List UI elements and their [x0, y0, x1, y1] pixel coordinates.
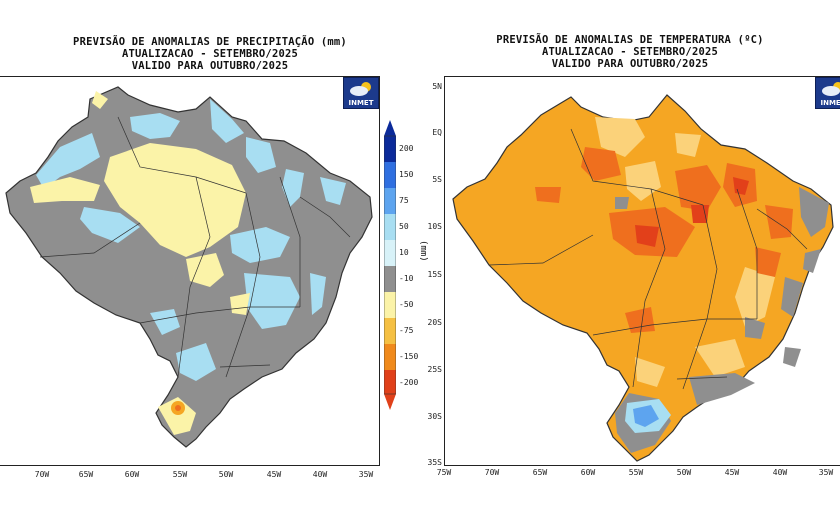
temp-map-frame: INMET: [444, 76, 840, 466]
y-tick: 5N: [432, 82, 442, 91]
x-tick: 35W: [818, 468, 834, 477]
colorbar-segment: [384, 162, 396, 188]
x-tick: 50W: [218, 470, 234, 479]
state-borders: [488, 128, 808, 390]
precip-title-line-3: VALIDO PARA OUTUBRO/2025: [131, 60, 289, 72]
inmet-logo-text: INMET: [820, 99, 840, 107]
x-tick: 40W: [312, 470, 328, 479]
colorbar-label: -150: [399, 352, 419, 361]
precipitation-panel: PREVISÃO DE ANOMALIAS DE PRECIPITAÇÃO (m…: [0, 36, 428, 479]
colorbar-segment: [384, 266, 396, 292]
temperature-panel: PREVISÃO DE ANOMALIAS DE TEMPERATURA (ºC…: [420, 0, 840, 525]
colorbar-label: -10: [399, 274, 414, 283]
colorbar-label: -50: [399, 300, 414, 309]
y-tick: 25S: [427, 365, 442, 374]
state-borders: [39, 116, 351, 378]
colorbar-segment: [384, 214, 396, 240]
colorbar-segment: [384, 136, 396, 162]
y-tick: 20S: [427, 318, 442, 327]
x-tick: 45W: [724, 468, 740, 477]
colorbar-label: 75: [399, 196, 409, 205]
colorbar-label: 200: [399, 144, 414, 153]
x-tick: 60W: [124, 470, 140, 479]
x-tick: 65W: [78, 470, 94, 479]
precip-title-line-2: ATUALIZACAO - SETEMBRO/2025: [121, 48, 299, 60]
temp-title-line-2: ATUALIZACAO - SETEMBRO/2025: [541, 46, 719, 58]
x-tick: 55W: [628, 468, 644, 477]
colorbar-label: -200: [399, 378, 419, 387]
precip-title-line-1: PREVISÃO DE ANOMALIAS DE PRECIPITAÇÃO (m…: [73, 36, 347, 48]
colorbar-segment: [384, 370, 396, 394]
colorbar-label: 50: [399, 222, 409, 231]
colorbar-label: 10: [399, 248, 409, 257]
inmet-logo: INMET: [815, 77, 840, 109]
colorbar-label: -75: [399, 326, 414, 335]
y-tick: 10S: [427, 222, 442, 231]
x-tick: 60W: [580, 468, 596, 477]
x-tick: 70W: [484, 468, 500, 477]
temp-title-line-1: PREVISÃO DE ANOMALIAS DE TEMPERATURA (ºC…: [496, 34, 764, 46]
temp-title-line-3: VALIDO PARA OUTUBRO/2025: [551, 58, 709, 70]
x-tick: 55W: [172, 470, 188, 479]
precip-map-frame: INMET: [0, 76, 380, 466]
inmet-logo-text: INMET: [348, 99, 374, 107]
colorbar-segment: [384, 344, 396, 370]
y-tick: 35S: [427, 458, 442, 467]
colorbar-segment: [384, 292, 396, 318]
x-tick: 40W: [772, 468, 788, 477]
x-tick: 70W: [34, 470, 50, 479]
colorbar-bottom-arrow: [384, 394, 396, 410]
cloud-sun-icon: [350, 82, 371, 96]
precip-colorbar: [384, 120, 396, 410]
precip-anomaly-map: [5, 86, 373, 448]
x-tick: 45W: [266, 470, 282, 479]
y-tick: 30S: [427, 412, 442, 421]
colorbar-segment: [384, 240, 396, 266]
x-tick: 50W: [676, 468, 692, 477]
inmet-logo: INMET: [343, 77, 379, 109]
x-tick: 35W: [358, 470, 374, 479]
x-tick: 65W: [532, 468, 548, 477]
cloud-sun-icon: [822, 82, 840, 96]
y-tick: 5S: [432, 175, 442, 184]
colorbar-segment: [384, 318, 396, 344]
colorbar-top-arrow: [384, 120, 396, 136]
colorbar-segment: [384, 188, 396, 214]
y-tick: EQ: [432, 128, 442, 137]
x-tick: 75W: [436, 468, 452, 477]
colorbar-label: 150: [399, 170, 414, 179]
temp-anomaly-map: [452, 94, 834, 462]
y-tick: 15S: [427, 270, 442, 279]
